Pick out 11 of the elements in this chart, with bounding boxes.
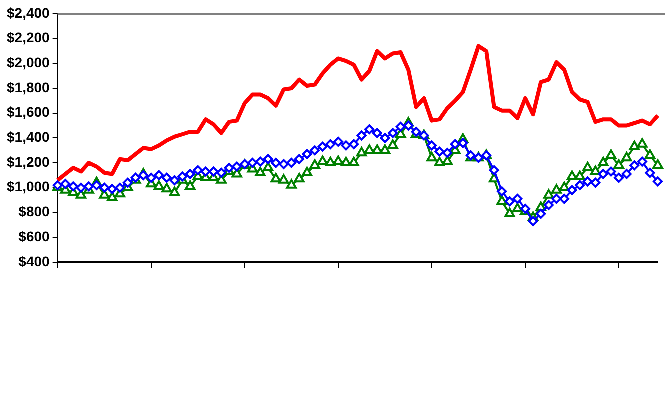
y-tick-label: $2,000: [6, 54, 50, 71]
y-tick-label: $600: [18, 228, 50, 244]
y-tick-label: $1,200: [6, 154, 50, 170]
y-tick-label: $800: [18, 204, 50, 220]
y-tick-label: $1,000: [6, 178, 50, 195]
y-tick-label: $400: [18, 253, 50, 270]
y-tick-label: $1,600: [6, 104, 50, 120]
y-tick-label: $1,800: [6, 79, 50, 96]
y-tick-label: $2,200: [6, 30, 50, 46]
y-tick-label: $2,400: [6, 4, 50, 21]
y-tick-label: $1,400: [6, 129, 50, 146]
